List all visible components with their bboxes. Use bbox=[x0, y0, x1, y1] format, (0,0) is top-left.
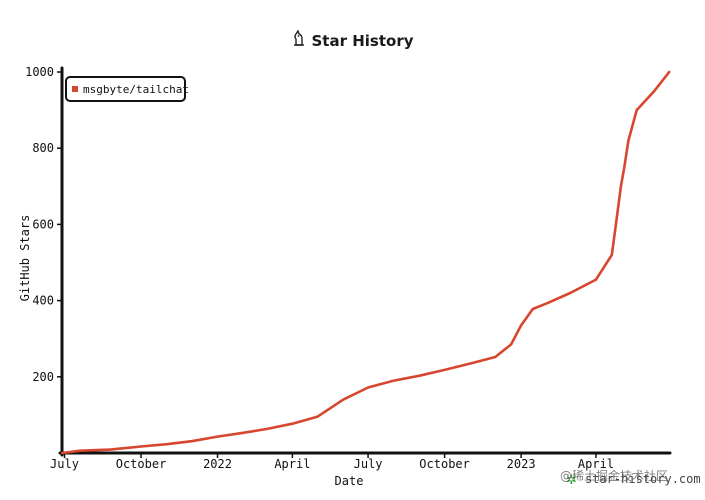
chart-title-text: Star History bbox=[311, 32, 414, 50]
chart-title: Star History bbox=[0, 29, 705, 50]
x-tick-label: April bbox=[578, 457, 614, 471]
series-line bbox=[60, 70, 671, 455]
x-tick-label: April bbox=[274, 457, 310, 471]
x-tick-label: 2022 bbox=[203, 457, 232, 471]
legend-swatch bbox=[72, 86, 78, 92]
y-axis-label: GitHub Stars bbox=[18, 215, 32, 302]
star-history-logo-icon bbox=[292, 29, 306, 50]
x-axis-label: Date bbox=[335, 474, 364, 488]
x-tick-label: October bbox=[116, 457, 167, 471]
x-tick-label: July bbox=[354, 457, 383, 471]
y-tick-label: 400 bbox=[32, 294, 54, 308]
x-tick-label: July bbox=[50, 457, 79, 471]
x-tick-label: October bbox=[419, 457, 470, 471]
y-tick-label: 600 bbox=[32, 217, 54, 231]
watermark-star-icon: ✲ bbox=[566, 473, 577, 488]
y-tick-label: 1000 bbox=[25, 65, 54, 79]
y-tick-label: 200 bbox=[32, 370, 54, 384]
legend-label: msgbyte/tailchat bbox=[83, 83, 189, 96]
y-tick-label: 800 bbox=[32, 141, 54, 155]
x-tick-label: 2023 bbox=[507, 457, 536, 471]
watermark-overlay: @稀土掘金技术社区 bbox=[560, 469, 669, 483]
watermark-text: star-history.com bbox=[585, 472, 701, 486]
legend-box bbox=[65, 76, 186, 102]
